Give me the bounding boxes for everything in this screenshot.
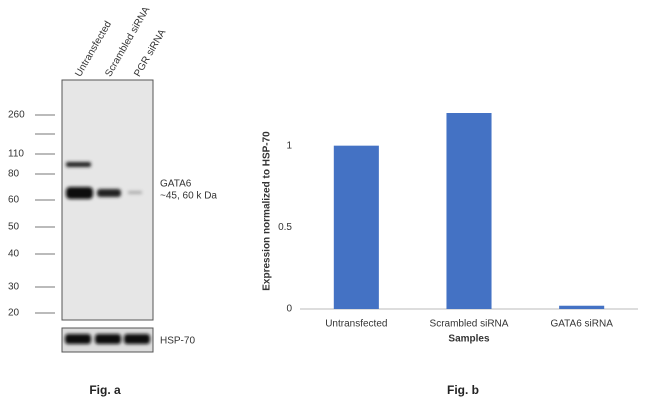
- band: [65, 334, 91, 344]
- x-axis-label: Samples: [448, 334, 490, 345]
- bar: [559, 305, 605, 309]
- bar: [446, 113, 492, 309]
- y-tick-label: 0.5: [278, 222, 292, 233]
- blot-membrane: [61, 79, 154, 321]
- caption: Fig. a: [89, 383, 121, 397]
- band-size: ~45, 60 k Da: [160, 191, 217, 202]
- band: [66, 187, 93, 199]
- band-label: GATA6: [160, 179, 192, 190]
- x-tick-label: Scrambled siRNA: [430, 319, 509, 330]
- y-axis-label: Expression normalized to HSP-70: [262, 131, 273, 291]
- marker-label: 40: [8, 249, 20, 260]
- band: [66, 162, 91, 167]
- marker-label: 60: [8, 195, 20, 206]
- x-tick-label: Untransfected: [325, 319, 387, 330]
- band: [97, 189, 121, 197]
- band: [128, 191, 142, 194]
- band: [124, 334, 150, 344]
- marker-label: 20: [8, 308, 20, 319]
- marker-label: 30: [8, 282, 20, 293]
- marker-label: 260: [8, 110, 25, 121]
- y-tick-label: 0: [286, 304, 292, 315]
- marker-label: 80: [8, 169, 20, 180]
- marker-label: 110: [8, 149, 24, 160]
- band: [95, 334, 121, 344]
- caption: Fig. b: [447, 383, 479, 397]
- control-label: HSP-70: [160, 336, 195, 347]
- bands: [65, 162, 150, 344]
- y-tick-label: 1: [286, 140, 292, 151]
- bar: [333, 145, 379, 309]
- x-tick-label: GATA6 siRNA: [550, 319, 613, 330]
- marker-label: 50: [8, 222, 20, 233]
